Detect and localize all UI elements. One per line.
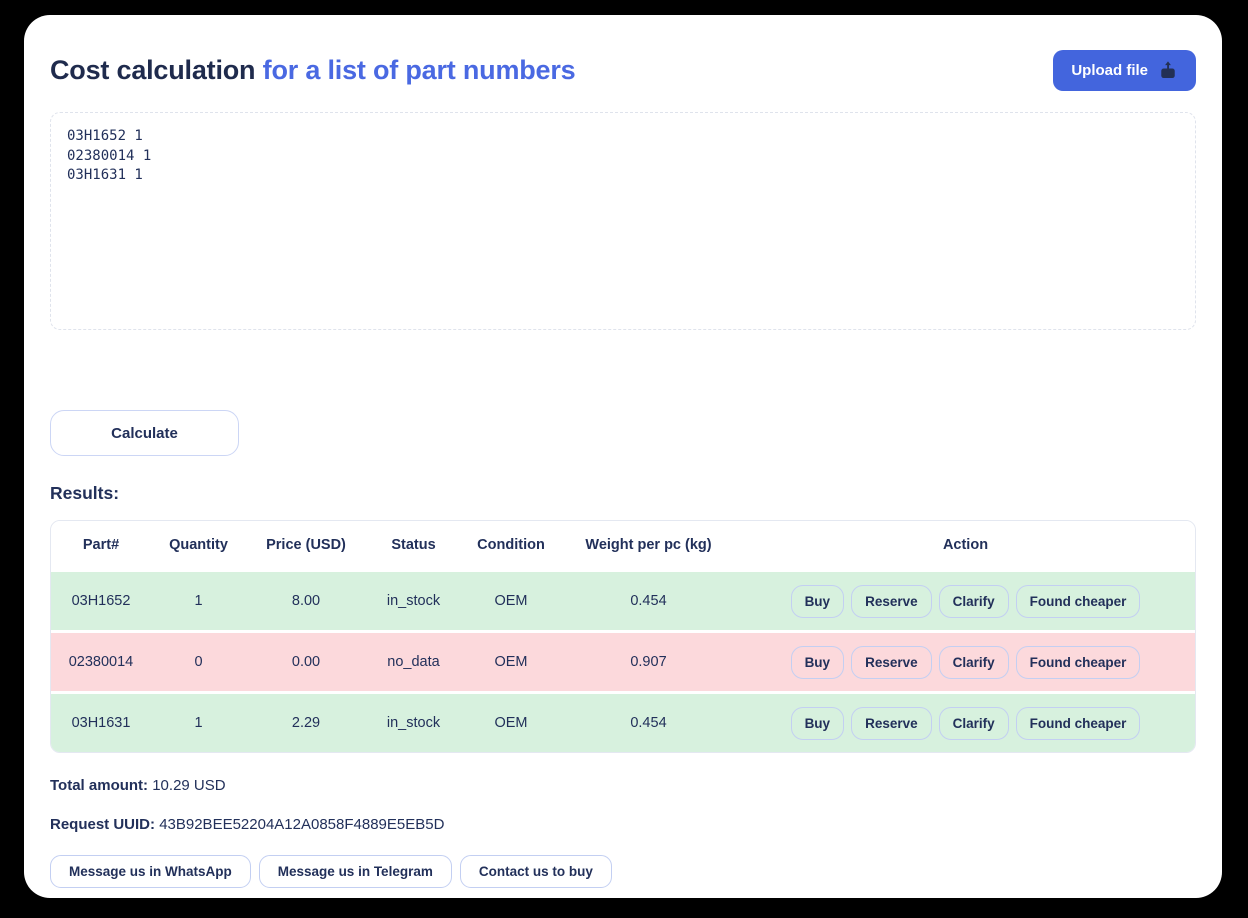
table-header-row: Part# Quantity Price (USD) Status Condit… bbox=[51, 521, 1195, 571]
reserve-button[interactable]: Reserve bbox=[851, 645, 932, 679]
page-title-accent: for a list of part numbers bbox=[262, 54, 576, 85]
buy-button[interactable]: Buy bbox=[790, 706, 845, 740]
table-row: 03H1631 1 2.29 in_stock OEM 0.454 Buy Reserve Cl… bbox=[51, 692, 1195, 753]
col-action: Action bbox=[736, 521, 1195, 571]
col-price: Price (USD) bbox=[246, 521, 366, 571]
clarify-button[interactable]: Clarify bbox=[938, 706, 1009, 740]
part-numbers-input[interactable]: 03H1652 1 02380014 1 03H1631 1 bbox=[50, 112, 1196, 330]
part-cell: 02380014 bbox=[68, 654, 134, 670]
price-cell: 2.29 bbox=[291, 715, 321, 731]
upload-icon bbox=[1158, 60, 1178, 80]
calculate-button[interactable]: Calculate bbox=[50, 410, 239, 456]
telegram-button[interactable]: Message us in Telegram bbox=[258, 855, 452, 888]
contact-to-buy-button[interactable]: Contact us to buy bbox=[459, 855, 612, 888]
reserve-button[interactable]: Reserve bbox=[851, 584, 932, 618]
request-uuid-label: Request UUID: bbox=[50, 816, 156, 833]
col-part: Part# bbox=[51, 521, 151, 571]
quantity-cell: 1 bbox=[194, 593, 203, 609]
weight-cell: 0.454 bbox=[630, 593, 667, 609]
found-cheaper-button[interactable]: Found cheaper bbox=[1015, 584, 1141, 618]
contact-buttons-row: Message us in WhatsApp Message us in Tel… bbox=[50, 855, 1196, 888]
upload-file-label: Upload file bbox=[1071, 61, 1148, 79]
page-title-primary: Cost calculation bbox=[50, 54, 256, 85]
buy-button[interactable]: Buy bbox=[790, 584, 845, 618]
quantity-cell: 0 bbox=[194, 654, 203, 670]
col-condition: Condition bbox=[461, 521, 561, 571]
action-cell: Buy Reserve Clarify Found cheaper bbox=[736, 693, 1195, 753]
results-heading: Results: bbox=[50, 483, 120, 503]
table-row: 03H1652 1 8.00 in_stock OEM 0.454 Buy Reserve Cl… bbox=[51, 570, 1195, 632]
found-cheaper-button[interactable]: Found cheaper bbox=[1015, 706, 1141, 740]
part-cell: 03H1652 bbox=[71, 593, 131, 609]
clarify-button[interactable]: Clarify bbox=[938, 584, 1009, 618]
found-cheaper-button[interactable]: Found cheaper bbox=[1015, 645, 1141, 679]
results-table: Part# Quantity Price (USD) Status Condit… bbox=[51, 521, 1195, 752]
app-card: Cost calculation for a list of part numb… bbox=[24, 15, 1222, 898]
results-table-container: Part# Quantity Price (USD) Status Condit… bbox=[50, 520, 1196, 753]
price-cell: 0.00 bbox=[291, 654, 321, 670]
action-cell: Buy Reserve Clarify Found cheaper bbox=[736, 571, 1195, 632]
page-header: Cost calculation for a list of part numb… bbox=[50, 45, 1196, 95]
weight-cell: 0.454 bbox=[630, 715, 667, 731]
table-row: 02380014 0 0.00 no_data OEM 0.907 Buy Reserve Cl… bbox=[51, 631, 1195, 693]
results-table-body: 03H1652 1 8.00 in_stock OEM 0.454 Buy Reserve Cl… bbox=[51, 570, 1195, 753]
status-cell: in_stock bbox=[386, 715, 441, 731]
reserve-button[interactable]: Reserve bbox=[851, 706, 932, 740]
request-uuid-value: 43B92BEE52204A12A0858F4889E5EB5D bbox=[159, 816, 445, 833]
condition-cell: OEM bbox=[494, 593, 528, 609]
total-amount-line: Total amount: 10.29 USD bbox=[50, 777, 1196, 794]
condition-cell: OEM bbox=[494, 654, 528, 670]
quantity-cell: 1 bbox=[194, 715, 203, 731]
condition-cell: OEM bbox=[494, 715, 528, 731]
col-quantity: Quantity bbox=[151, 521, 246, 571]
col-status: Status bbox=[366, 521, 461, 571]
price-cell: 8.00 bbox=[291, 593, 321, 609]
whatsapp-button[interactable]: Message us in WhatsApp bbox=[50, 855, 251, 888]
col-weight: Weight per pc (kg) bbox=[561, 521, 736, 571]
page-title: Cost calculation for a list of part numb… bbox=[50, 55, 576, 86]
clarify-button[interactable]: Clarify bbox=[938, 645, 1009, 679]
total-amount-label: Total amount: bbox=[50, 777, 149, 794]
buy-button[interactable]: Buy bbox=[790, 645, 845, 679]
total-amount-value: 10.29 USD bbox=[152, 777, 226, 794]
status-cell: no_data bbox=[387, 654, 440, 670]
part-cell: 03H1631 bbox=[71, 715, 131, 731]
status-cell: in_stock bbox=[386, 593, 441, 609]
upload-file-button[interactable]: Upload file bbox=[1053, 49, 1196, 91]
weight-cell: 0.907 bbox=[630, 654, 667, 670]
request-uuid-line: Request UUID: 43B92BEE52204A12A0858F4889… bbox=[50, 816, 1196, 833]
action-cell: Buy Reserve Clarify Found cheaper bbox=[736, 632, 1195, 693]
